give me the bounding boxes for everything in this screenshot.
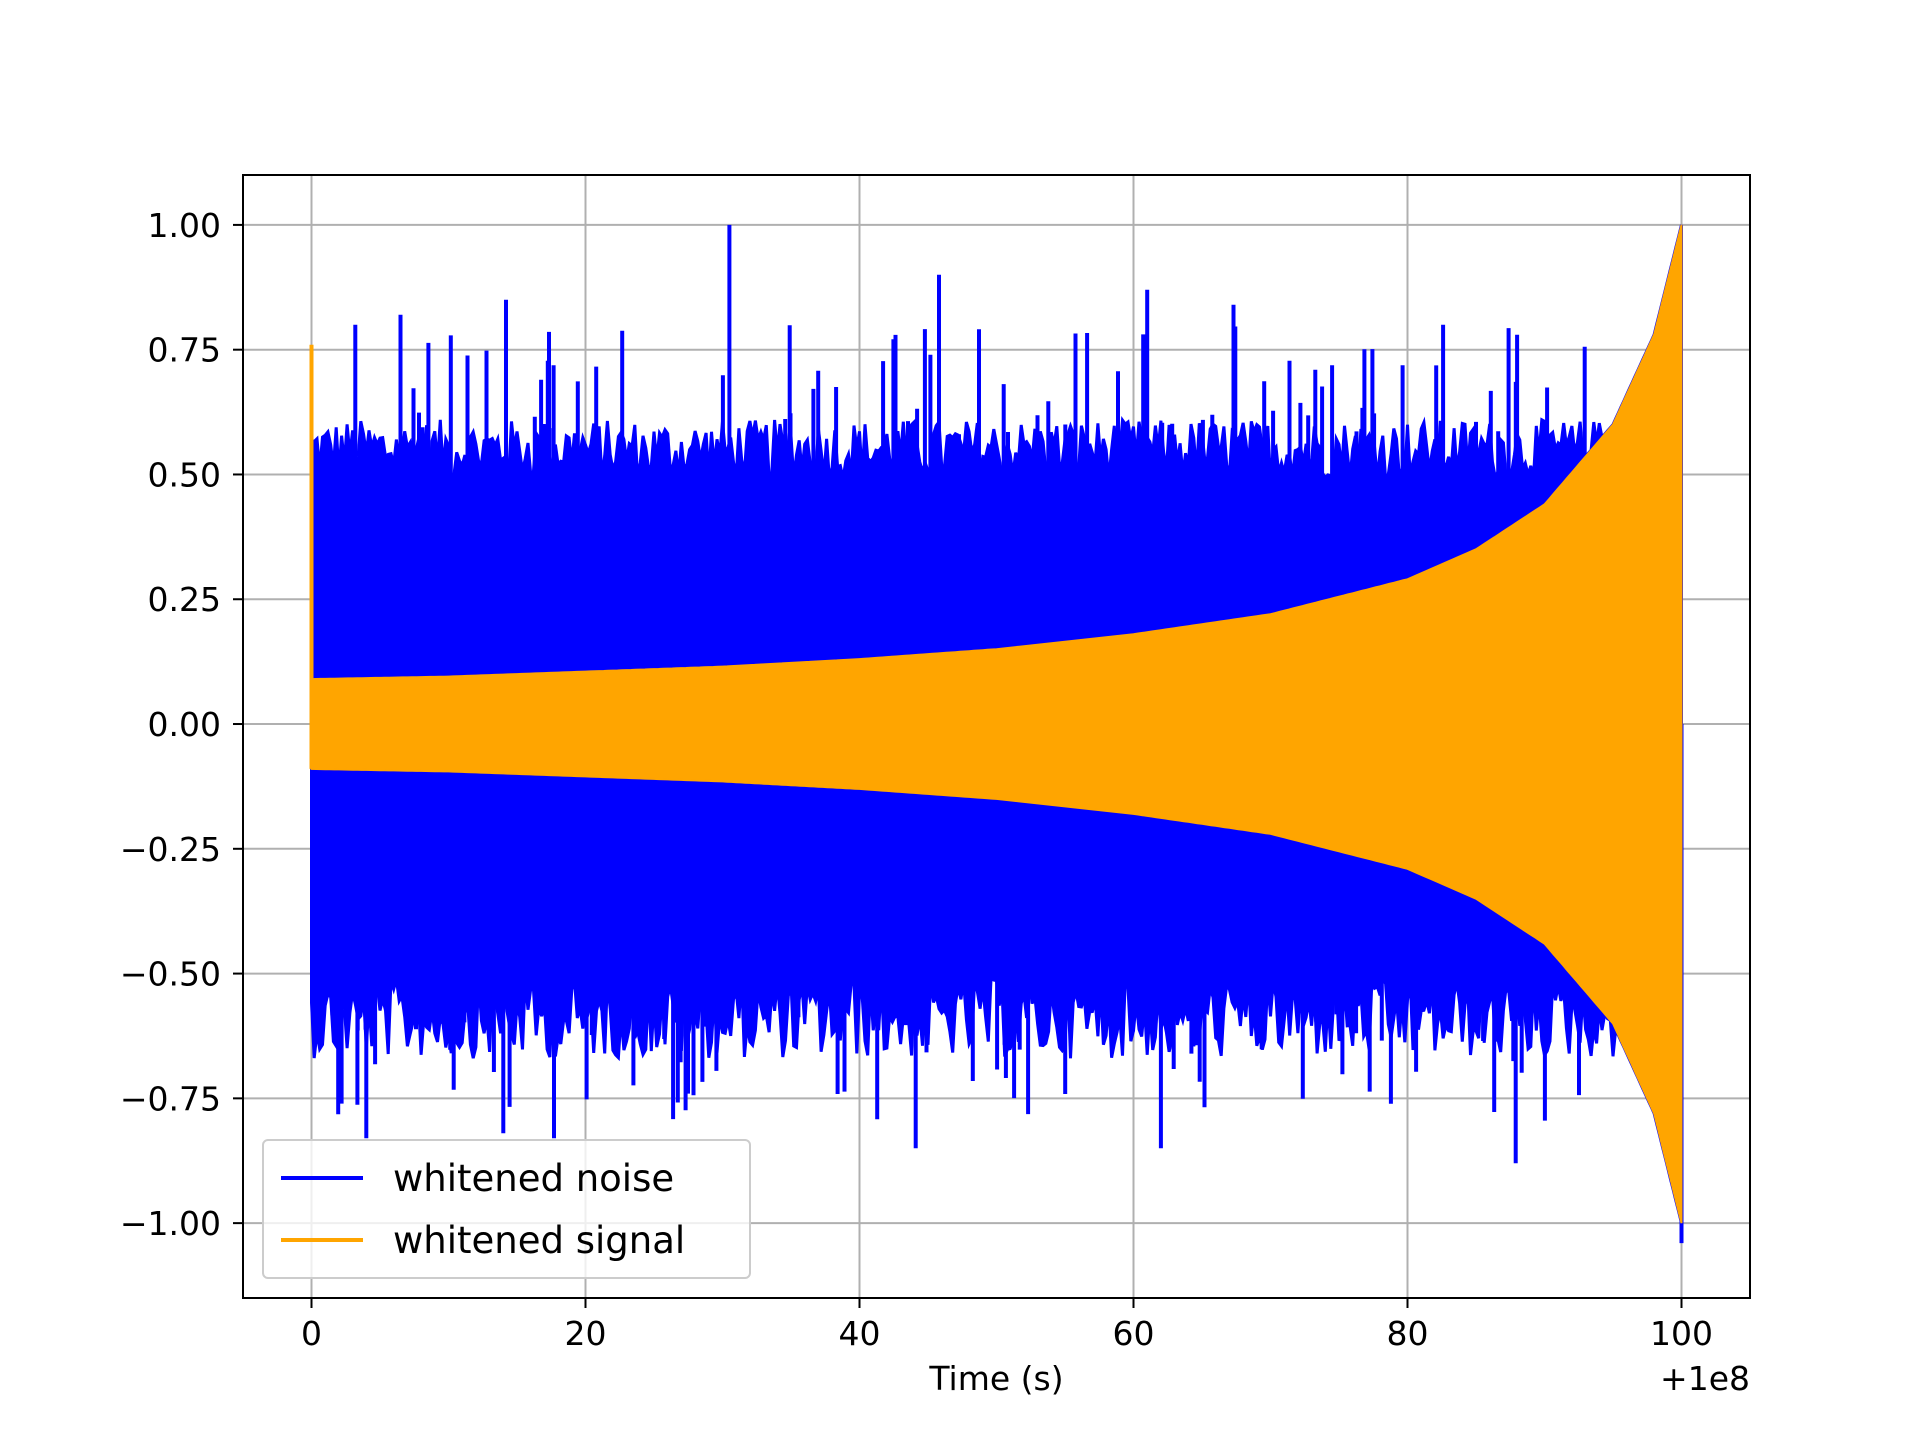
x-tick-label: 100 [1650,1314,1713,1353]
x-tick-label: 80 [1387,1314,1429,1353]
y-tick-label: −0.75 [120,1079,221,1118]
x-tick-label: 20 [565,1314,607,1353]
plot-area [309,224,1684,1244]
x-tick-label: 40 [839,1314,881,1353]
x-tick-label: 60 [1113,1314,1155,1353]
series-whitened-noise-spikes [313,224,1684,1244]
series-whitened-signal [310,224,1683,1224]
legend-label-whitened-signal: whitened signal [393,1219,685,1262]
legend-label-whitened-noise: whitened noise [393,1157,674,1200]
ticks: 0 20 40 60 80 100 1.00 0.75 0.50 0.25 0.00 −0.25 −0.… [120,206,1713,1353]
y-tick-label: 0.00 [148,705,221,744]
legend-box [262,1139,751,1279]
x-axis-offset-label: +1e8 [1660,1359,1750,1398]
y-tick-label: 1.00 [148,206,221,245]
y-tick-label: −1.00 [120,1204,221,1243]
y-tick-label: −0.50 [120,955,221,994]
y-tick-label: 0.50 [148,455,221,494]
legend: whitened noise whitened signal [262,1139,751,1279]
y-tick-label: −0.25 [120,830,221,869]
x-axis-label: Time (s) [928,1359,1063,1398]
y-tick-label: 0.75 [148,331,221,370]
x-tick-label: 0 [301,1314,322,1353]
y-tick-label: 0.25 [148,580,221,619]
axes-frame [242,174,1751,1299]
